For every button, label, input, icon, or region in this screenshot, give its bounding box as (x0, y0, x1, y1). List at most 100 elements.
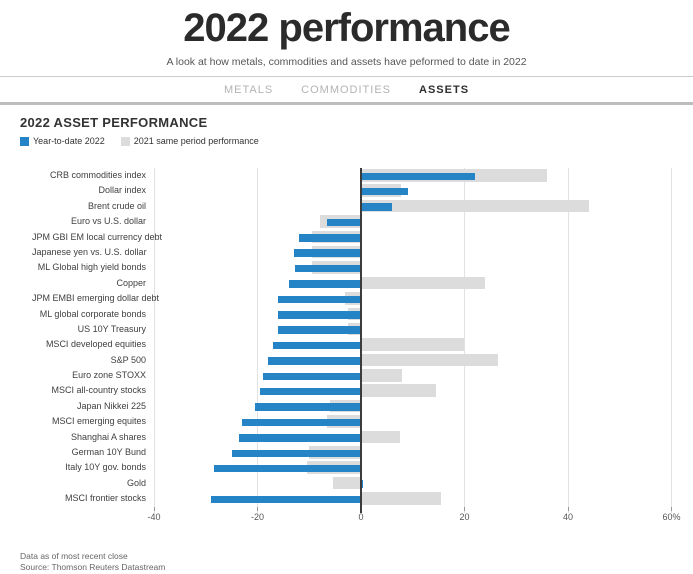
axis-tick-label: 20 (459, 511, 470, 522)
bar-area (154, 291, 687, 306)
bar-2021 (360, 353, 499, 367)
chart-row: S&P 500 (32, 353, 687, 368)
chart-row: MSCI frontier stocks (32, 491, 687, 506)
axis-tick (464, 506, 466, 511)
gridline (567, 168, 569, 513)
tab-commodities[interactable]: COMMODITIES (301, 84, 392, 96)
bar-ytd-2022 (298, 234, 361, 242)
page-title: 2022 performance (183, 6, 510, 50)
axis-tick (671, 506, 673, 511)
axis-tick-label: -20 (250, 511, 264, 522)
bar-area (154, 368, 687, 383)
bar-ytd-2022 (360, 187, 408, 196)
chart-row: JPM EMBI emerging dollar debt (32, 291, 687, 306)
row-label: ML global corporate bonds (39, 308, 146, 319)
legend-label-2022: Year-to-date 2022 (33, 136, 105, 146)
row-label: US 10Y Treasury (77, 323, 146, 334)
chart-row: Gold (32, 476, 687, 491)
bar-ytd-2022 (231, 449, 361, 458)
row-label: S&P 500 (110, 354, 146, 365)
axis-tick (360, 506, 362, 511)
axis-tick-label: 60% (662, 511, 681, 522)
axis-tick (257, 506, 259, 511)
bar-area (154, 183, 687, 198)
row-label: Japanese yen vs. U.S. dollar (32, 246, 147, 257)
bar-area (154, 353, 687, 368)
bar-area (154, 214, 687, 229)
row-label: Euro vs U.S. dollar (70, 216, 146, 227)
row-label: Euro zone STOXX (72, 370, 146, 381)
axis-tick-label: 0 (358, 511, 364, 522)
bar-area (154, 414, 687, 429)
gridline (257, 168, 259, 513)
bar-area (154, 430, 687, 445)
bar-area (154, 230, 687, 245)
bar-ytd-2022 (294, 264, 361, 273)
chart-rows: CRB commodities index Dollar index Brent c… (32, 168, 687, 507)
bar-area (154, 460, 687, 475)
chart-row: Dollar index (32, 183, 687, 198)
gridline (154, 168, 155, 513)
tab-assets[interactable]: ASSETS (419, 84, 470, 96)
row-label: JPM EMBI emerging dollar debt (32, 293, 160, 304)
divider-bottom (0, 102, 693, 105)
chart-row: MSCI developed equities (32, 337, 687, 352)
chart-row: CRB commodities index (32, 168, 687, 183)
bar-ytd-2022 (360, 172, 475, 180)
bar-ytd-2022 (278, 311, 361, 319)
row-label: Copper (116, 277, 146, 288)
chart-row: Japan Nikkei 225 (32, 399, 687, 414)
tab-metals[interactable]: METALS (223, 84, 274, 96)
legend-item-2022: Year-to-date 2022 (20, 136, 105, 146)
chart-row: German 10Y Bund (32, 445, 687, 460)
chart-row: Euro vs U.S. dollar (32, 214, 687, 229)
bar-2021 (360, 384, 437, 397)
chart-row: US 10Y Treasury (32, 322, 687, 337)
bar-area (154, 399, 687, 414)
legend-swatch-2022 (20, 136, 29, 146)
bar-ytd-2022 (288, 280, 361, 288)
bar-area (154, 476, 687, 491)
row-label: Shanghai A shares (70, 431, 146, 442)
axis-tick (154, 506, 155, 511)
bar-2021 (360, 369, 403, 382)
bar-ytd-2022 (241, 418, 361, 427)
axis-tick (567, 506, 569, 511)
tab-bar: METALS COMMODITIES ASSETS (0, 77, 693, 102)
legend-item-2021: 2021 same period performance (120, 136, 259, 146)
gridline (671, 168, 673, 513)
bar-2021 (360, 492, 442, 505)
page-subtitle: A look at how metals, commodities and as… (166, 56, 527, 68)
bar-2021 (332, 476, 361, 490)
grid-layer (154, 168, 687, 513)
chart-row: Brent crude oil (32, 199, 687, 214)
footer: Data as of most recent close Source: Tho… (20, 551, 693, 574)
bar-ytd-2022 (273, 341, 361, 350)
legend-label-2021: 2021 same period performance (133, 136, 259, 146)
footer-note: Data as of most recent close (20, 550, 128, 561)
chart-row: MSCI all-country stocks (32, 383, 687, 398)
bar-area (154, 445, 687, 460)
row-label: MSCI all-country stocks (51, 385, 146, 396)
bar-area (154, 491, 687, 506)
chart-row: ML global corporate bonds (32, 307, 687, 322)
row-label: German 10Y Bund (71, 447, 146, 458)
chart-row: Euro zone STOXX (32, 368, 687, 383)
chart-row: Italy 10Y gov. bonds (32, 460, 687, 475)
row-label: Japan Nikkei 225 (76, 400, 146, 411)
bar-2021 (360, 276, 486, 290)
bar-ytd-2022 (267, 357, 361, 365)
row-label: Brent crude oil (87, 200, 146, 211)
bar-chart: CRB commodities index Dollar index Brent c… (32, 168, 687, 513)
chart-title: 2022 ASSET PERFORMANCE (20, 115, 208, 130)
divider-top (0, 76, 693, 77)
axis-tick-label: -40 (147, 511, 161, 522)
gridline (464, 168, 466, 513)
bar-ytd-2022 (262, 372, 361, 381)
bar-area (154, 383, 687, 398)
bar-2021 (360, 199, 589, 213)
chart-row: ML Global high yield bonds (32, 260, 687, 275)
bar-area (154, 260, 687, 275)
bar-area (154, 245, 687, 260)
bar-ytd-2022 (210, 495, 361, 504)
